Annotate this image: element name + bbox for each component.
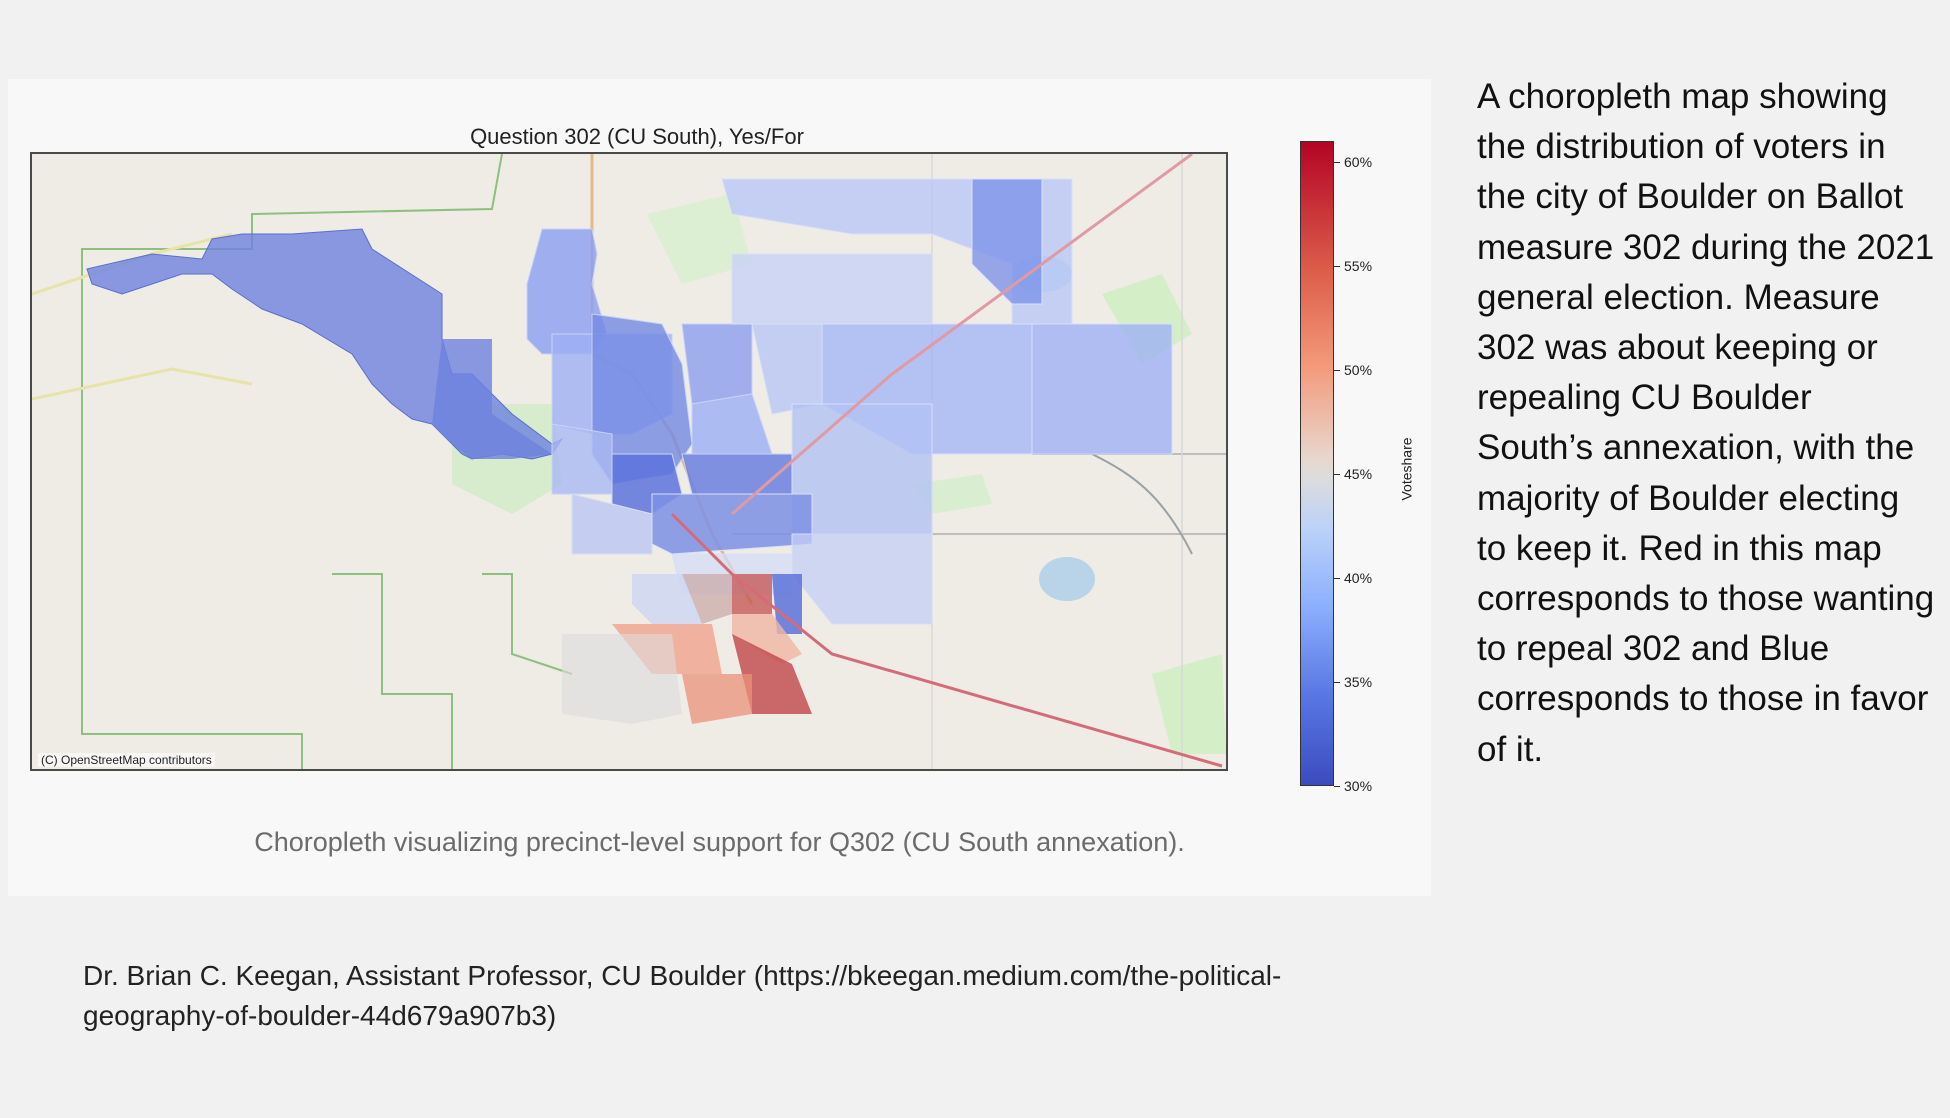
osm-attribution: (C) OpenStreetMap contributors [38, 753, 215, 767]
figure-card: Question 302 (CU South), Yes/For [8, 79, 1431, 896]
precinct [551, 423, 613, 495]
forest-boundary [332, 573, 453, 769]
colorbar-tick-label: 50% [1344, 361, 1373, 378]
reservoir [1039, 557, 1095, 601]
precinct [971, 178, 1043, 305]
precinct [732, 574, 772, 614]
description-text: A choropleth map showing the distributio… [1477, 77, 1935, 769]
map-canvas [32, 154, 1226, 769]
colorbar-gradient [1300, 141, 1334, 786]
precinct [791, 403, 933, 535]
figure-caption: Choropleth visualizing precinct-level su… [254, 827, 1185, 857]
colorbar-tick-label: 35% [1344, 673, 1373, 690]
precinct [731, 253, 933, 325]
colorbar-tick-label: 60% [1344, 153, 1373, 170]
colorbar-tick-label: 45% [1344, 465, 1373, 482]
forest-boundary [81, 154, 503, 404]
precinct [1031, 323, 1173, 455]
precinct [571, 493, 653, 555]
open-space-area [1152, 654, 1226, 754]
precinct [632, 574, 702, 624]
precinct [682, 574, 732, 624]
choropleth-map: (C) OpenStreetMap contributors [30, 152, 1228, 771]
precinct-west-mountain-2 [432, 339, 552, 459]
forest-boundary [482, 573, 573, 675]
road [32, 367, 253, 401]
colorbar-tick-label: 55% [1344, 257, 1373, 274]
forest-boundary [81, 404, 303, 769]
colorbar-tick-label: 40% [1344, 569, 1373, 586]
open-space-area [647, 194, 752, 284]
railway [1091, 453, 1193, 555]
precinct [772, 574, 802, 634]
colorbar: 60% 55% 50% 45% 40% 35% 30% Voteshare [1300, 141, 1420, 794]
precinct [682, 674, 752, 724]
precinct [651, 493, 813, 555]
highway-line [731, 154, 1193, 516]
precinct [732, 614, 802, 664]
citation-text: Dr. Brian C. Keegan, Assistant Professor… [83, 960, 1282, 1031]
colorbar-label: Voteshare [1398, 437, 1415, 501]
colorbar-tick-label: 30% [1344, 778, 1373, 794]
map-title: Question 302 (CU South), Yes/For [470, 124, 804, 149]
precinct [681, 323, 753, 405]
rail-line [670, 512, 1223, 768]
precinct [562, 634, 682, 724]
